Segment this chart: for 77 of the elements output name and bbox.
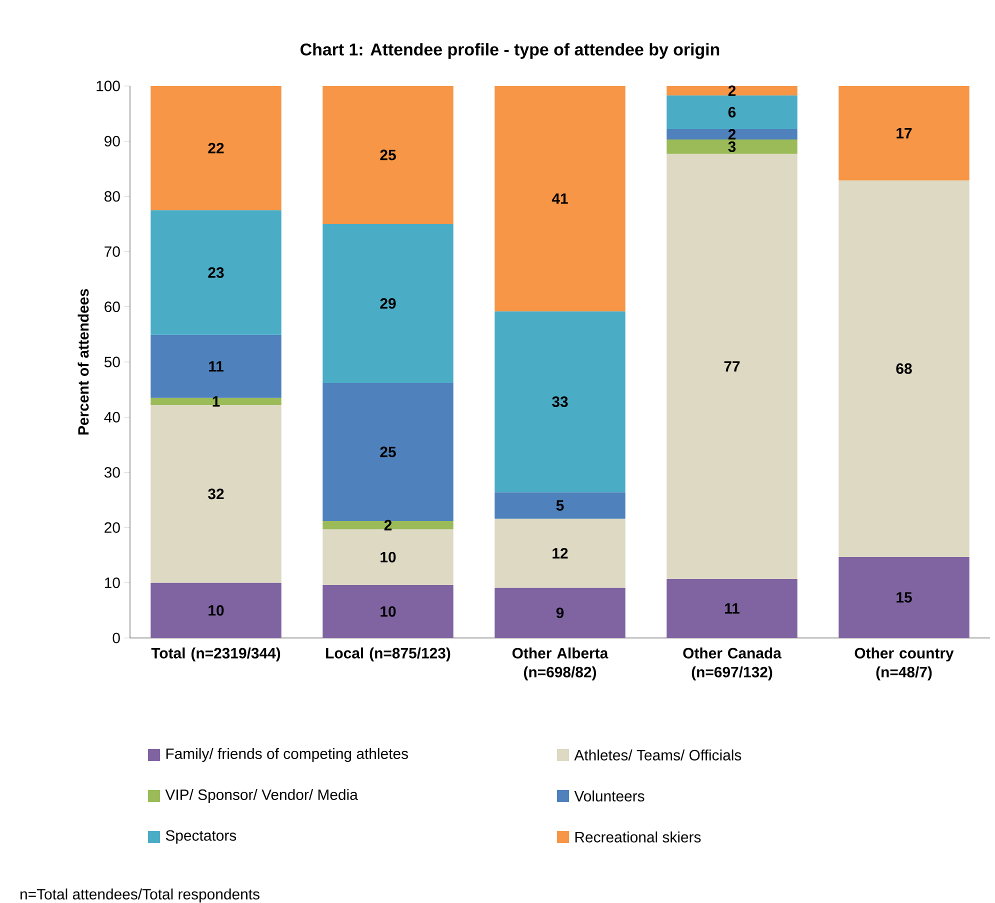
data-label: 2: [728, 85, 736, 96]
data-label: 22: [208, 142, 224, 154]
data-label: 25: [380, 150, 396, 160]
data-label: 2: [384, 520, 392, 530]
bar: [838, 86, 970, 180]
legend-label: Volunteers: [574, 790, 644, 802]
data-label: 15: [896, 592, 912, 603]
bar: [666, 86, 798, 96]
data-label: 29: [380, 298, 396, 309]
x-tick-label: Local (n=875/123): [326, 648, 450, 662]
y-tick-label: 100: [96, 80, 120, 92]
bar: [150, 210, 282, 335]
bar: [322, 584, 454, 638]
legend-label: Family/ friends of competing athletes: [166, 748, 408, 762]
bar: [150, 334, 282, 398]
bar: [666, 129, 798, 140]
data-label: 17: [896, 128, 912, 138]
legend-label: VIP/ Sponsor/ Vendor/ Media: [165, 789, 358, 803]
bar: [838, 556, 970, 638]
bar: [150, 405, 282, 583]
bar: [494, 311, 626, 492]
data-label: 12: [552, 548, 568, 558]
data-label: 11: [209, 361, 224, 372]
data-label: 25: [380, 446, 396, 458]
data-label: 5: [556, 500, 564, 511]
legend-label: Recreational skiers: [575, 832, 701, 842]
x-tick-label: Other Alberta (n=698/82): [512, 648, 608, 680]
legend-label: Spectators: [166, 830, 236, 844]
data-label: 1: [212, 396, 220, 407]
y-tick-label: 50: [104, 356, 120, 368]
y-tick-label: 10: [105, 577, 120, 588]
bar: [150, 398, 282, 406]
data-label: 10: [380, 552, 396, 562]
y-tick-label: 70: [104, 246, 120, 257]
data-label: 23: [208, 267, 224, 278]
data-label: 11: [725, 603, 740, 614]
y-tick-label: 60: [104, 301, 120, 312]
y-tick-label: 80: [104, 191, 120, 202]
data-label: 33: [552, 396, 568, 408]
y-tick-label: 20: [104, 522, 120, 533]
bar: [666, 578, 798, 638]
data-label: 10: [208, 605, 224, 616]
bar: [322, 529, 454, 585]
bar: [666, 95, 798, 130]
y-tick-label: 40: [104, 412, 120, 422]
text: n=Total attendees/Total respondents: [20, 888, 260, 902]
y-tick-label: 0: [112, 632, 120, 644]
y-axis-title: Percent of attendees: [78, 289, 89, 434]
data-label: 32: [208, 488, 224, 500]
bar: [494, 588, 626, 638]
x-tick-label: Other country (n=48/7): [854, 648, 954, 680]
bar: [494, 492, 626, 519]
data-label: 41: [552, 193, 568, 204]
legend-label: Athletes/ Teams/ Officials: [574, 750, 742, 760]
y-tick-label: 90: [104, 136, 120, 146]
data-label: 68: [896, 363, 912, 374]
bar: [838, 180, 970, 557]
bar: [322, 86, 454, 224]
data-label: 10: [380, 606, 396, 617]
data-label: 9: [556, 608, 564, 618]
bar: [150, 582, 282, 638]
data-label: 2: [728, 129, 736, 140]
y-tick-label: 30: [104, 467, 120, 478]
bar: [666, 154, 798, 579]
x-tick-label: Other Canada (n=697/132): [683, 648, 782, 680]
bar: [150, 86, 282, 210]
data-label: 77: [724, 361, 740, 372]
bar: [322, 224, 454, 383]
x-tick-label: Total (n=2319/344): [151, 648, 280, 662]
bar: [494, 86, 626, 312]
bar: [322, 382, 454, 521]
data-label: 3: [728, 141, 736, 152]
bar: [494, 518, 626, 588]
data-label: 6: [728, 106, 736, 118]
bar: [322, 520, 454, 530]
chart-title: Chart 1: Attendee profile - type of attendee by origin: [300, 43, 720, 59]
bar: [666, 140, 798, 154]
